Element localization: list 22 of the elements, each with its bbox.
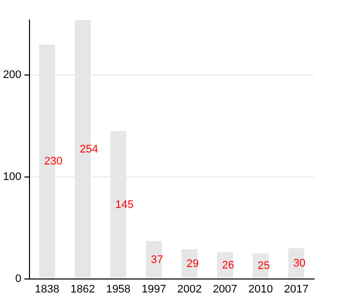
- bar: [288, 248, 304, 278]
- data-label: 26: [222, 260, 234, 272]
- data-label: 145: [115, 198, 134, 211]
- x-tick-label: 1997: [142, 283, 166, 296]
- data-label: 30: [293, 258, 306, 270]
- x-tick-label: 2010: [248, 283, 273, 296]
- data-label: 230: [44, 156, 62, 168]
- bar: [181, 249, 198, 278]
- x-tick-label: 1838: [34, 283, 60, 296]
- x-tick-label: 2002: [177, 283, 202, 296]
- x-tick-label: 2017: [284, 283, 308, 296]
- y-tick-label: 0: [15, 272, 22, 285]
- x-tick-label: 1862: [70, 283, 95, 296]
- y-tick-label: 200: [2, 69, 22, 82]
- data-label: 37: [150, 254, 164, 266]
- y-tick-label: 100: [2, 170, 22, 183]
- x-tick-label: 1958: [106, 283, 131, 296]
- data-label: 254: [80, 143, 98, 156]
- data-label: 29: [186, 258, 199, 270]
- bar: [146, 241, 162, 278]
- data-label: 25: [258, 260, 270, 272]
- x-tick-label: 2007: [212, 283, 238, 296]
